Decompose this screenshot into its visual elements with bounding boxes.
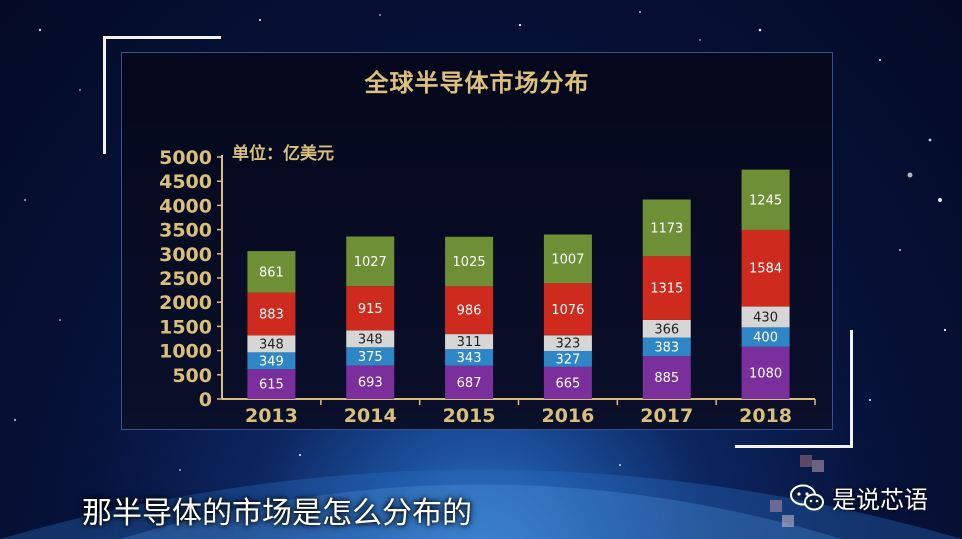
y-tick-label: 0 [199, 389, 212, 411]
data-label: 1080 [749, 366, 782, 381]
data-label: 323 [556, 337, 581, 352]
data-label: 348 [259, 337, 284, 352]
y-tick-label: 2000 [159, 292, 212, 314]
bar-segment [247, 251, 296, 293]
mosaic-blur [812, 460, 824, 472]
frame-corner-bottom-right [735, 330, 853, 448]
x-tick-label: 2014 [344, 405, 397, 427]
bar-segment [445, 286, 494, 335]
bar-segment [642, 256, 691, 320]
mosaic-blur [800, 455, 812, 467]
bar-segment [346, 236, 395, 287]
bar-segment [741, 306, 790, 328]
bar-segment [741, 327, 790, 347]
y-tick-label: 3500 [159, 220, 212, 242]
bar-segment [445, 349, 494, 366]
data-label: 343 [457, 351, 482, 366]
unit-label: 单位：亿美元 [232, 144, 334, 164]
x-tick-label: 2018 [739, 405, 792, 427]
data-label: 615 [259, 378, 284, 393]
data-label: 311 [457, 335, 482, 350]
y-tick-label: 4000 [159, 195, 212, 217]
x-tick-label: 2017 [640, 405, 693, 427]
x-tick-label: 2016 [541, 405, 594, 427]
bar-segment [642, 319, 691, 338]
bar-segment [741, 229, 790, 307]
data-label: 1076 [551, 303, 584, 318]
y-tick-label: 1500 [159, 316, 212, 338]
bar-segment [642, 199, 691, 257]
data-label: 1245 [749, 193, 782, 208]
bar-segment [247, 292, 296, 336]
x-tick-label: 2015 [443, 405, 496, 427]
video-caption: 那半导体的市场是怎么分布的 [82, 496, 472, 531]
frame-corner-top-left [103, 36, 221, 154]
data-label: 366 [654, 322, 679, 337]
bar-segment [543, 350, 592, 367]
bar-segment [247, 352, 296, 370]
data-label: 383 [654, 340, 679, 355]
y-tick-label: 3000 [159, 244, 212, 266]
data-label: 1584 [749, 262, 782, 277]
bar-segment [346, 365, 395, 399]
data-label: 665 [556, 376, 581, 391]
data-label: 915 [358, 302, 383, 317]
x-tick-label: 2013 [245, 405, 298, 427]
data-label: 1315 [650, 282, 683, 297]
mosaic-blur [770, 500, 782, 512]
data-label: 883 [259, 308, 284, 323]
bar-segment [543, 366, 592, 399]
y-tick-label: 1000 [159, 341, 212, 363]
bar-segment [741, 346, 790, 399]
data-label: 400 [753, 331, 778, 346]
data-label: 349 [259, 354, 284, 369]
data-label: 375 [358, 350, 383, 365]
watermark-name: 是说芯语 [832, 486, 928, 514]
data-label: 430 [753, 310, 778, 325]
bar-segment [445, 334, 494, 350]
y-tick-label: 4500 [159, 171, 212, 193]
bar-segment [543, 335, 592, 351]
data-label: 1007 [551, 252, 584, 267]
mosaic-blur [782, 515, 794, 527]
data-label: 327 [556, 352, 581, 367]
watermark: 是说芯语 [790, 480, 928, 515]
bar-segment [346, 330, 395, 348]
data-label: 1025 [453, 255, 486, 270]
data-label: 348 [358, 332, 383, 347]
data-label: 885 [654, 371, 679, 386]
y-tick-label: 2500 [159, 268, 212, 290]
chart-title: 全球半导体市场分布 [364, 69, 590, 97]
bar-segment [642, 356, 691, 399]
bar-segment [346, 347, 395, 366]
bar-segment [247, 335, 296, 353]
data-label: 1173 [650, 221, 683, 236]
bar-segment [543, 234, 592, 284]
bar-segment [543, 283, 592, 336]
data-label: 986 [457, 304, 482, 319]
bar-segment [445, 365, 494, 399]
bar-segment [445, 236, 494, 287]
bar-segment [741, 169, 790, 230]
data-label: 1027 [354, 255, 387, 270]
y-tick-label: 5000 [159, 147, 212, 169]
bar-segment [642, 337, 691, 357]
bar-segment [247, 369, 296, 399]
data-label: 687 [457, 376, 482, 391]
bar-segment [346, 286, 395, 331]
data-label: 861 [259, 265, 284, 280]
wechat-icon [790, 484, 824, 510]
y-tick-label: 500 [172, 365, 212, 387]
data-label: 693 [358, 376, 383, 391]
